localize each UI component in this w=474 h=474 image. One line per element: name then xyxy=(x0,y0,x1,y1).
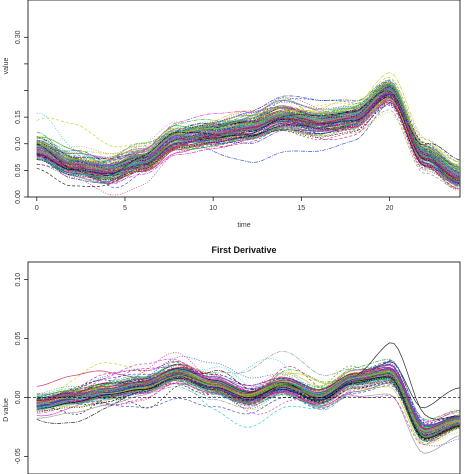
top-x-ticks: 0 5 10 15 20 xyxy=(35,197,394,212)
bottom-y-axis-label: D value xyxy=(3,398,10,422)
series-curve xyxy=(36,86,460,182)
y-tick-label: 0.10 xyxy=(15,137,22,151)
bottom-curves xyxy=(36,342,460,454)
x-tick-label: 20 xyxy=(386,205,394,212)
top-plot-frame xyxy=(27,0,461,198)
series-curve xyxy=(36,102,460,184)
series-curve xyxy=(36,90,460,177)
bottom-plot-frame xyxy=(27,261,461,474)
y-tick-label: 0.15 xyxy=(15,110,22,124)
series-curve xyxy=(36,92,460,184)
series-curve xyxy=(36,378,460,438)
series-curve xyxy=(36,93,460,179)
x-tick-label: 10 xyxy=(209,205,217,212)
series-curve xyxy=(36,372,460,435)
bottom-panel: First Derivative -0.05 0.00 0.05 0.10 D val… xyxy=(3,245,461,474)
series-curve xyxy=(36,91,460,179)
series-curve xyxy=(36,72,460,168)
series-curve xyxy=(36,96,460,179)
series-curve xyxy=(36,367,460,430)
bottom-chart-title: First Derivative xyxy=(211,245,276,255)
series-curve xyxy=(36,78,460,163)
series-curve xyxy=(36,84,460,173)
series-curve xyxy=(36,83,460,165)
series-curve xyxy=(36,371,460,431)
series-curve xyxy=(36,94,460,184)
series-curve xyxy=(36,371,460,432)
series-curve xyxy=(36,369,460,431)
x-tick-label: 0 xyxy=(35,205,39,212)
series-curve xyxy=(36,90,460,175)
series-curve xyxy=(36,91,460,172)
y-tick-label: 0.10 xyxy=(15,273,22,287)
y-tick-label: 0.05 xyxy=(15,332,22,346)
series-curve xyxy=(36,104,460,184)
series-curve xyxy=(36,360,460,428)
series-curve xyxy=(36,358,460,436)
series-curve xyxy=(36,364,460,432)
series-curve xyxy=(36,95,460,179)
series-curve xyxy=(36,371,460,430)
x-tick-label: 15 xyxy=(297,205,305,212)
series-curve xyxy=(36,87,460,178)
top-panel: 0 5 10 15 20 0.00 0.05 0.10 0.15 0.30 time value xyxy=(3,0,461,229)
bottom-y-ticks: -0.05 0.00 0.05 0.10 xyxy=(15,273,28,464)
series-curve xyxy=(36,356,460,430)
series-curve xyxy=(36,84,460,163)
series-curve xyxy=(36,96,460,179)
y-tick-label: 0.05 xyxy=(15,163,22,177)
series-curve xyxy=(36,358,460,433)
series-curve xyxy=(36,89,460,174)
series-curve xyxy=(36,112,460,180)
series-curve xyxy=(36,93,460,178)
x-tick-label: 5 xyxy=(123,205,127,212)
top-curves xyxy=(36,72,460,196)
y-tick-label: 0.00 xyxy=(15,190,22,204)
series-curve xyxy=(36,103,460,182)
series-curve xyxy=(36,97,460,176)
y-tick-label: 0.00 xyxy=(15,391,22,405)
series-curve xyxy=(36,377,460,441)
series-curve xyxy=(36,96,460,183)
series-curve xyxy=(36,82,460,176)
top-y-ticks: 0.00 0.05 0.10 0.15 0.30 xyxy=(15,30,28,204)
y-tick-label: 0.30 xyxy=(15,30,22,44)
top-y-axis-label: value xyxy=(3,58,10,75)
series-curve xyxy=(36,94,460,185)
y-tick-label: -0.05 xyxy=(15,448,22,464)
top-x-axis-label: time xyxy=(237,222,250,229)
series-curve xyxy=(36,99,460,181)
series-curve xyxy=(36,85,460,182)
series-curve xyxy=(36,369,460,428)
series-curve xyxy=(36,85,460,175)
series-curve xyxy=(36,377,460,437)
